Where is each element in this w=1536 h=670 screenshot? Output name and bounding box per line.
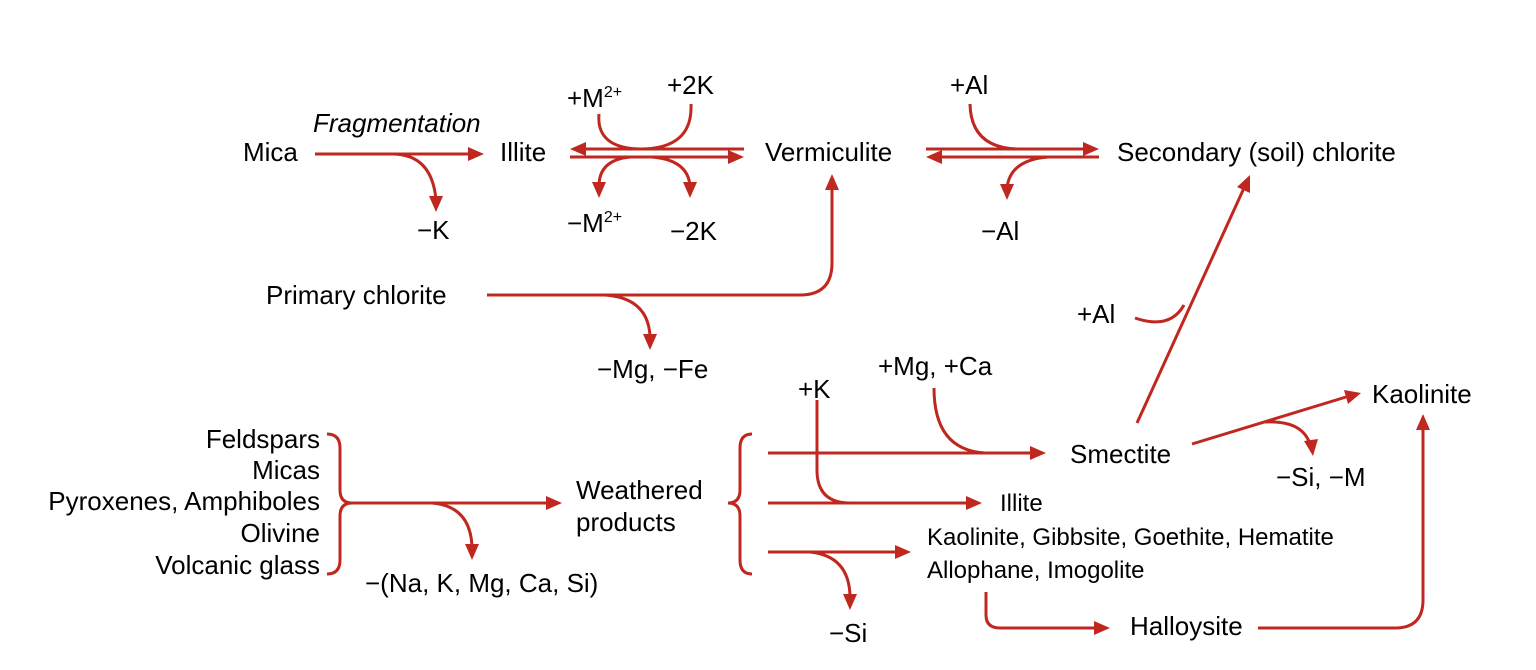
minus-si-m-curl [1265, 422, 1310, 444]
minus-k-branch [392, 154, 436, 200]
charge-superscript: 2+ [604, 84, 622, 101]
minus-k-label: −K [417, 217, 450, 243]
kaolinite-group-label: Kaolinite, Gibbsite, Goethite, Hematite [927, 525, 1334, 551]
arrowhead [1094, 621, 1110, 635]
plus-al-top-label: +Al [950, 72, 988, 98]
secondary-chlorite-label: Secondary (soil) chlorite [1117, 139, 1396, 165]
minus-si-branch [810, 552, 850, 596]
minus-si-m-label: −Si, −M [1276, 464, 1366, 490]
arrowhead [843, 594, 857, 610]
halloysite-label: Halloysite [1130, 613, 1243, 639]
arrowhead [966, 496, 982, 510]
arrowhead [429, 196, 443, 212]
primary-mineral-feldspars: Feldspars [206, 426, 320, 452]
primary-mineral-pyroxenes: Pyroxenes, Amphiboles [48, 488, 320, 514]
arrowhead [546, 496, 562, 510]
arrowhead [1304, 439, 1318, 456]
smectite-to-chlorite-arrow [1137, 188, 1244, 423]
minus-al-label: −Al [981, 218, 1019, 244]
kaolinite-label: Kaolinite [1372, 381, 1472, 407]
plus-mg-ca-curl [934, 388, 985, 453]
plus-2k-label: +2K [667, 72, 714, 98]
arrowhead [683, 182, 697, 198]
leach-label: −(Na, K, Mg, Ca, Si) [365, 570, 598, 596]
arrowhead [1416, 414, 1430, 430]
smectite-label: Smectite [1070, 441, 1171, 467]
primary-mineral-olivine: Olivine [241, 520, 320, 546]
primary-minerals-bracket [327, 434, 352, 574]
illite-2-label: Illite [1000, 491, 1043, 517]
vermiculite-label: Vermiculite [765, 139, 892, 165]
minus-2k-label: −2K [670, 218, 717, 244]
minus-m-text: −M [567, 208, 604, 238]
arrowhead [570, 142, 586, 156]
weathered-products-label: Weathered products [576, 474, 703, 538]
plus-k-label: +K [798, 376, 831, 402]
weathered-products-brace [728, 434, 752, 574]
minus-m-curl [599, 157, 630, 186]
plus-m-text: +M [567, 83, 604, 113]
primary-mineral-micas: Micas [252, 457, 320, 483]
minus-2k-curl [652, 157, 690, 186]
plus-al-mid-curl [1135, 305, 1184, 322]
minus-si-label: −Si [829, 620, 867, 646]
arrowhead [592, 182, 606, 198]
mica-label: Mica [243, 139, 298, 165]
minus-mg-fe-branch [605, 295, 650, 336]
minus-al-curl [1007, 157, 1048, 188]
arrowhead [1000, 184, 1014, 200]
arrowhead [926, 150, 942, 164]
leach-branch [432, 503, 472, 546]
illite-label: Illite [500, 139, 546, 165]
charge-superscript: 2+ [604, 209, 622, 226]
minus-mg-fe-label: −Mg, −Fe [597, 356, 708, 382]
arrowhead [1344, 390, 1361, 404]
plus-al-curl [970, 104, 1018, 149]
plus-al-mid-label: +Al [1077, 301, 1115, 327]
allophane-label: Allophane, Imogolite [927, 558, 1144, 584]
plus-m-curl [599, 114, 640, 149]
arrowhead [465, 544, 479, 560]
plus-mg-ca-label: +Mg, +Ca [878, 353, 992, 379]
fragmentation-label: Fragmentation [313, 110, 481, 136]
arrowhead [1083, 142, 1099, 156]
arrowhead [643, 334, 657, 350]
arrowhead [728, 150, 744, 164]
arrowhead [1030, 446, 1046, 460]
arrowhead [825, 174, 839, 190]
primary-chlorite-label: Primary chlorite [266, 282, 447, 308]
arrowhead [895, 545, 911, 559]
minus-m-label: −M2+ [567, 210, 622, 236]
to-halloysite-arrow [986, 592, 1096, 628]
plus-2k-curl [640, 104, 691, 149]
primary-chlorite-arrow [487, 188, 832, 295]
primary-mineral-volcanic-glass: Volcanic glass [155, 552, 320, 578]
arrowhead [468, 147, 484, 161]
plus-m-label: +M2+ [567, 85, 622, 111]
